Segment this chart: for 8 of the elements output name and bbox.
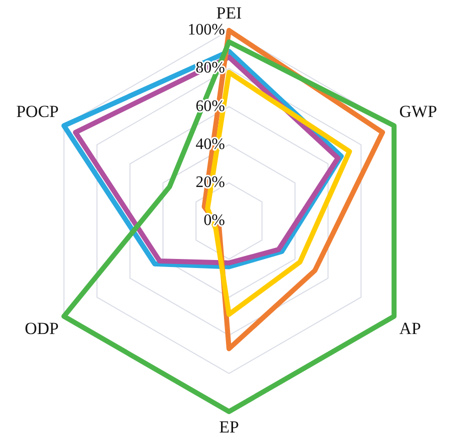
spoke-label: ODP	[24, 318, 59, 338]
y-tick-label: 100%	[188, 22, 225, 39]
y-tick-label: 80%	[196, 60, 225, 77]
spoke-label: GWP	[399, 102, 438, 121]
spoke-label: AP	[399, 318, 421, 338]
spoke-label: EP	[219, 417, 239, 436]
spoke-label: POCP	[16, 102, 59, 121]
spoke-label: PEI	[216, 4, 242, 23]
